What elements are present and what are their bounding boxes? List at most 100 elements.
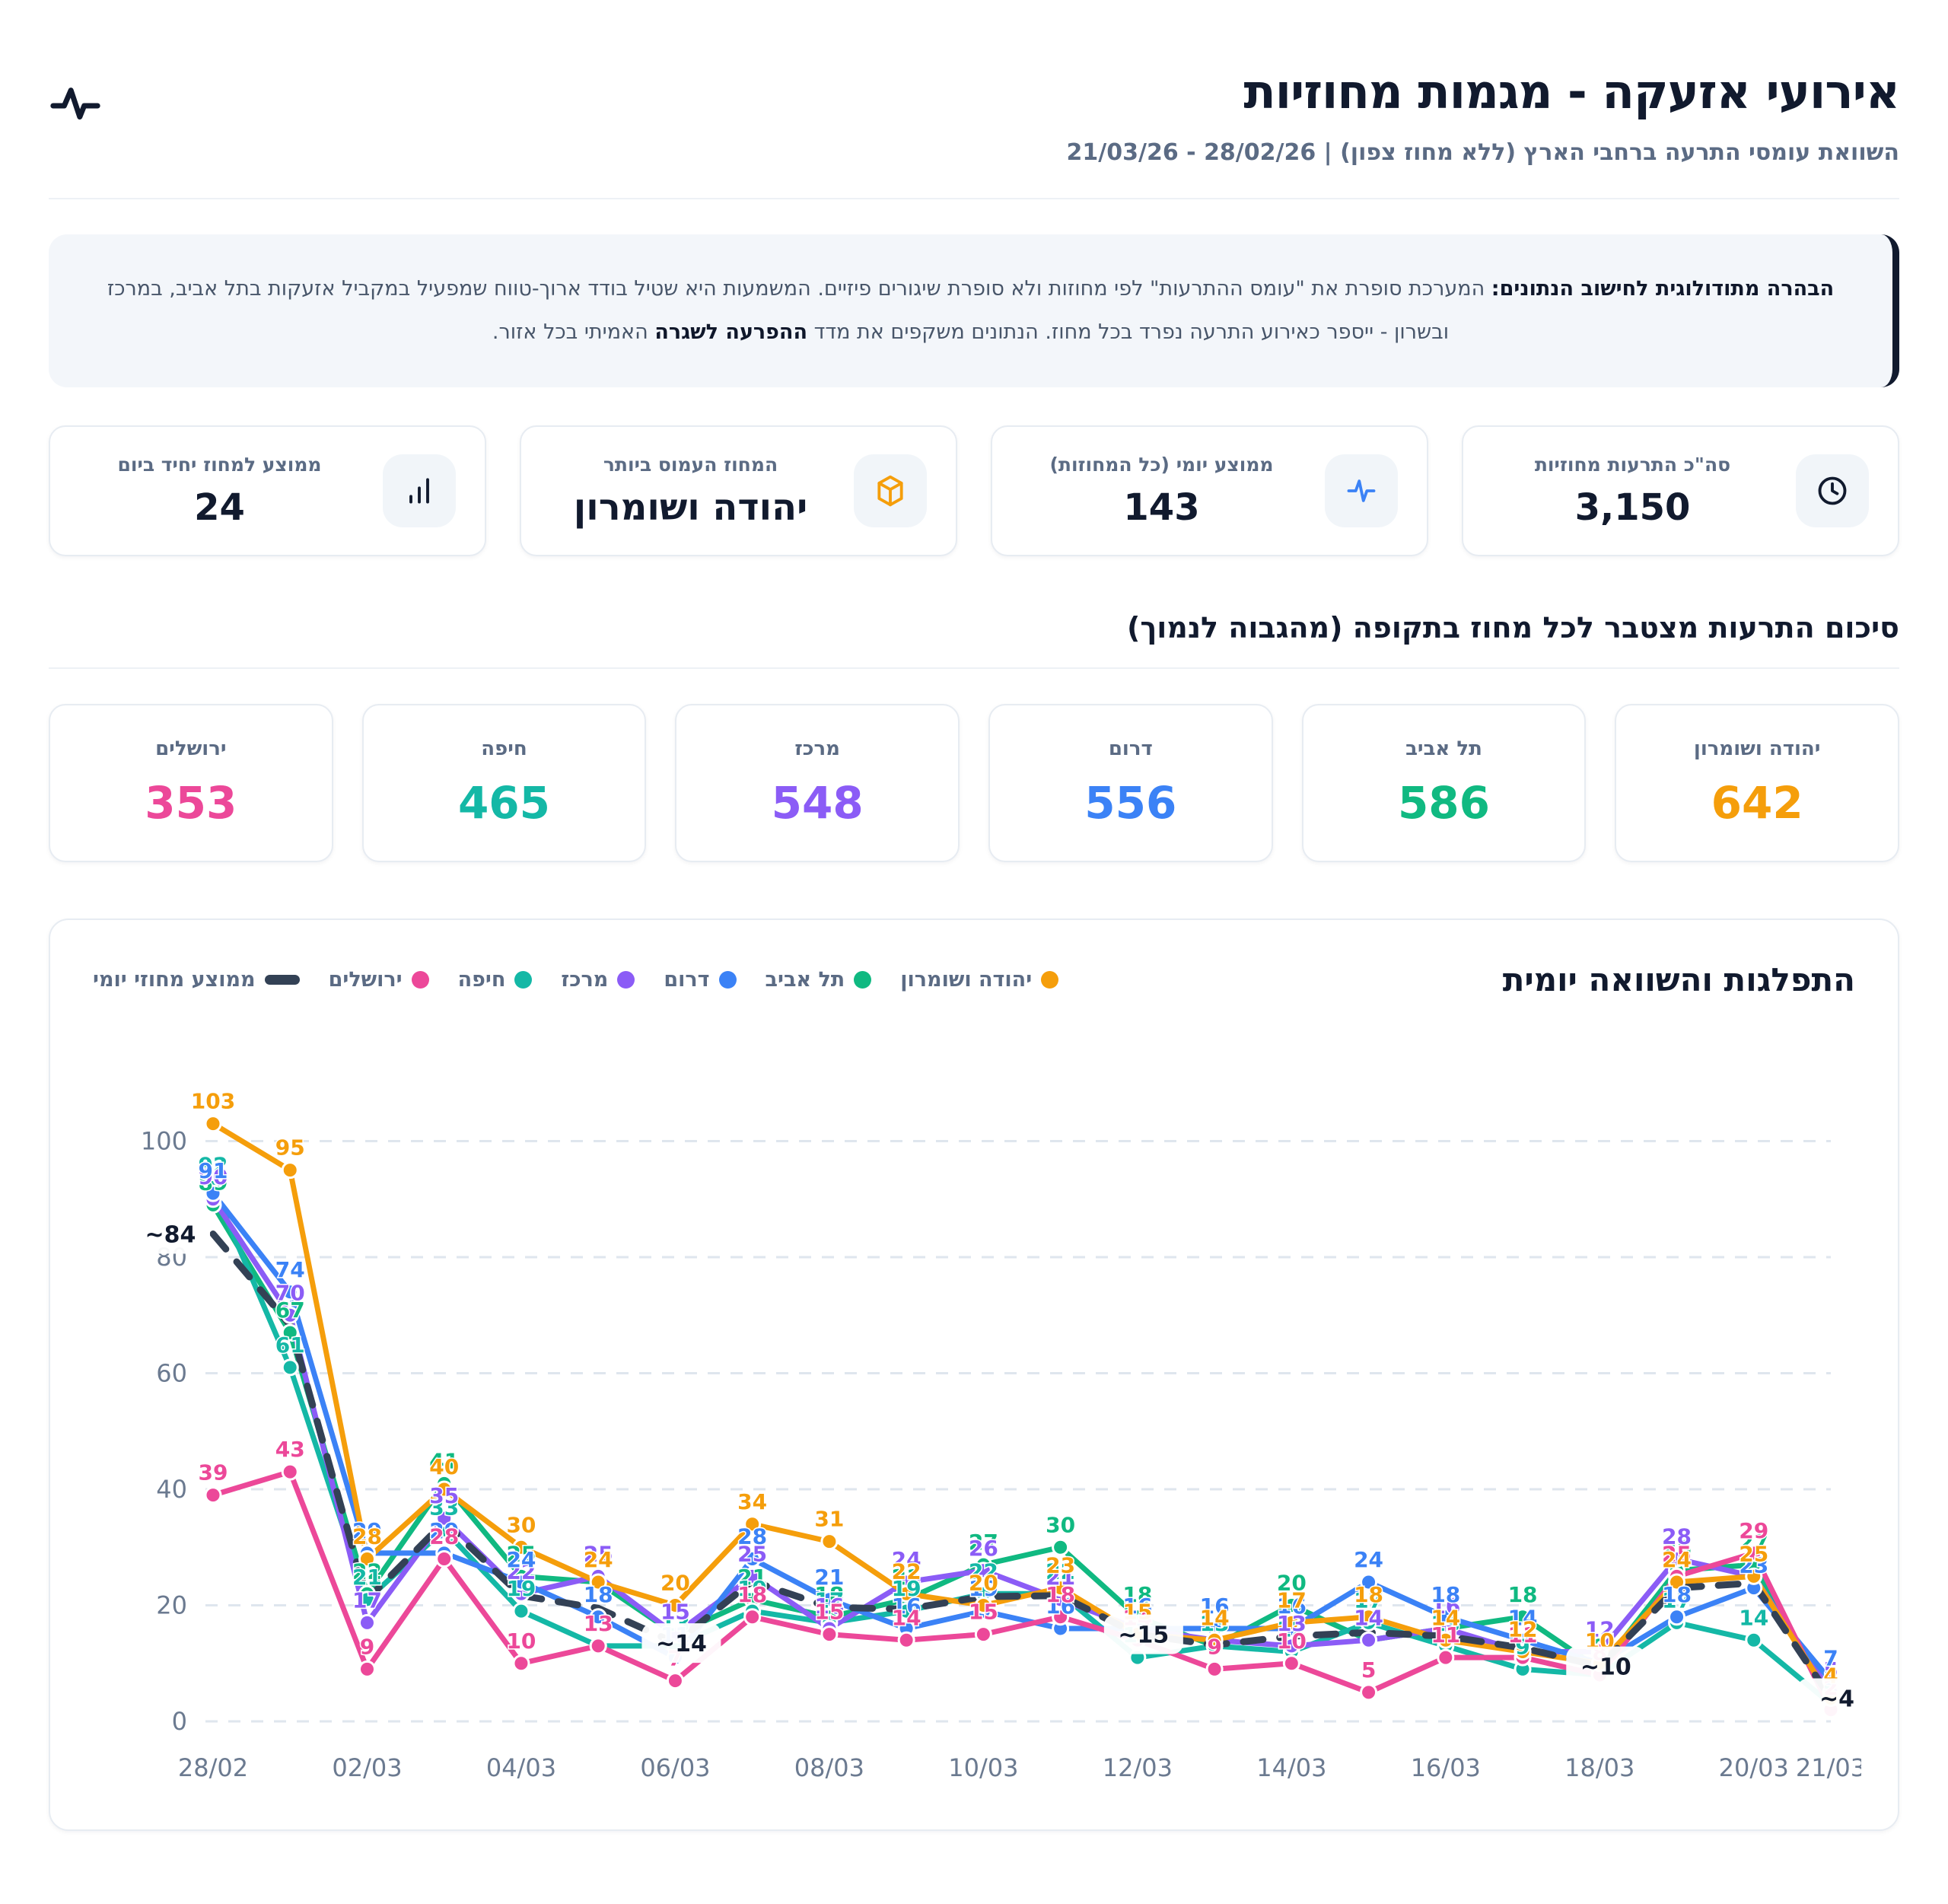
data-point-3-14[interactable] (1282, 1637, 1300, 1655)
data-point-0-3[interactable] (435, 1480, 454, 1498)
data-point-4-1[interactable] (281, 1358, 299, 1377)
data-point-0-4[interactable] (512, 1539, 530, 1557)
page-title: אירועי אזעקה - מגמות מחוזיות (1243, 64, 1900, 119)
data-point-5-14[interactable] (1282, 1654, 1300, 1673)
data-point-1-11[interactable] (1052, 1539, 1070, 1557)
data-point-0-19[interactable] (1668, 1573, 1686, 1591)
data-point-2-16[interactable] (1437, 1608, 1455, 1626)
data-point-0-0[interactable] (204, 1115, 222, 1133)
data-point-2-19[interactable] (1668, 1608, 1686, 1626)
data-point-0-10[interactable] (974, 1597, 992, 1615)
data-point-4-4[interactable] (512, 1603, 530, 1620)
legend-item-3[interactable]: מרכז (561, 968, 635, 992)
data-point-0-5[interactable] (589, 1573, 607, 1591)
data-label: 24 (892, 1547, 921, 1572)
data-point-5-9[interactable] (897, 1632, 915, 1650)
stat-value: 3,150 (1574, 486, 1691, 529)
data-point-0-16[interactable] (1437, 1632, 1455, 1650)
data-point-3-19[interactable] (1668, 1550, 1686, 1568)
data-point-5-11[interactable] (1052, 1608, 1070, 1626)
data-point-5-10[interactable] (974, 1625, 992, 1644)
data-point-0-7[interactable] (743, 1515, 762, 1533)
data-label: 34 (737, 1489, 767, 1514)
data-point-0-2[interactable] (358, 1550, 376, 1568)
legend-dot-icon (854, 971, 872, 989)
x-tick-label: 18/03 (1564, 1753, 1634, 1782)
data-point-5-1[interactable] (281, 1463, 299, 1481)
data-point-0-20[interactable] (1745, 1568, 1763, 1586)
data-label: 19 (737, 1577, 767, 1602)
chart-title: התפלגות והשוואה יומית (1502, 961, 1855, 999)
package-icon (854, 454, 927, 528)
data-point-0-8[interactable] (820, 1533, 839, 1551)
data-point-1-14[interactable] (1282, 1597, 1300, 1615)
data-point-3-10[interactable] (974, 1562, 992, 1580)
district-card-4: חיפה 465 (361, 704, 647, 863)
data-label: 21 (737, 1565, 767, 1590)
data-point-4-20[interactable] (1745, 1632, 1763, 1650)
data-point-3-7[interactable] (743, 1568, 762, 1586)
data-point-5-15[interactable] (1360, 1683, 1378, 1702)
data-point-2-0[interactable] (204, 1185, 222, 1202)
x-tick-label: 28/02 (178, 1753, 248, 1782)
stat-text: ממוצע למחוז יחיד ביום 24 (79, 454, 360, 529)
x-tick-label: 14/03 (1256, 1753, 1326, 1782)
data-point-0-14[interactable] (1282, 1614, 1300, 1632)
data-point-1-1[interactable] (281, 1324, 299, 1342)
x-tick-label: 06/03 (640, 1753, 710, 1782)
data-point-5-16[interactable] (1437, 1649, 1455, 1667)
data-point-5-6[interactable] (666, 1672, 684, 1690)
data-point-2-7[interactable] (743, 1550, 762, 1568)
summary-section-title: סיכום התרעות מצטבר לכל מחוז בתקופה (מהגב… (1126, 611, 1899, 645)
x-tick-label: 20/03 (1719, 1753, 1789, 1782)
data-point-5-2[interactable] (358, 1660, 376, 1679)
data-point-2-15[interactable] (1360, 1573, 1378, 1591)
data-point-5-5[interactable] (589, 1637, 607, 1655)
legend-label: תל אביב (765, 968, 845, 992)
data-label: 26 (969, 1536, 998, 1561)
legend-item-5[interactable]: ירושלים (329, 968, 429, 992)
data-label: 5 (1823, 1657, 1838, 1683)
data-point-0-1[interactable] (281, 1161, 299, 1180)
legend-item-4[interactable]: חיפה (458, 968, 533, 992)
data-point-5-4[interactable] (512, 1654, 530, 1673)
data-point-5-20[interactable] (1745, 1544, 1763, 1562)
data-point-2-8[interactable] (820, 1590, 839, 1609)
series-line-1 (210, 1202, 1834, 1707)
data-point-0-11[interactable] (1052, 1579, 1070, 1597)
data-point-0-15[interactable] (1360, 1608, 1378, 1626)
data-point-3-15[interactable] (1360, 1632, 1378, 1650)
data-point-5-13[interactable] (1205, 1660, 1224, 1679)
data-point-4-2[interactable] (358, 1590, 376, 1609)
legend-label: יהודה ושומרון (900, 968, 1033, 992)
data-point-5-7[interactable] (743, 1608, 762, 1626)
district-card-3: מרכז 548 (675, 704, 960, 863)
legend-item-1[interactable]: תל אביב (766, 968, 872, 992)
data-point-4-9[interactable] (897, 1603, 915, 1620)
legend-item-0[interactable]: יהודה ושומרון (900, 968, 1059, 992)
data-label: 95 (275, 1135, 305, 1161)
data-point-3-3[interactable] (435, 1510, 454, 1527)
data-label: 17 (1354, 1588, 1383, 1613)
data-point-2-5[interactable] (589, 1608, 607, 1626)
data-point-5-8[interactable] (820, 1625, 839, 1644)
data-point-5-3[interactable] (435, 1550, 454, 1568)
data-label: 16 (892, 1594, 921, 1619)
legend-item-2[interactable]: דרום (664, 968, 737, 992)
legend-item-average[interactable]: ממוצע מחוזי יומי (93, 968, 300, 992)
data-point-0-17[interactable] (1514, 1643, 1532, 1661)
data-point-5-0[interactable] (204, 1486, 222, 1504)
data-point-0-6[interactable] (666, 1597, 684, 1615)
data-point-2-4[interactable] (512, 1573, 530, 1591)
data-label: 13 (1200, 1611, 1230, 1636)
data-point-2-1[interactable] (281, 1283, 299, 1301)
data-point-0-9[interactable] (897, 1585, 915, 1603)
data-point-1-17[interactable] (1514, 1608, 1532, 1626)
data-label: 13 (584, 1611, 613, 1636)
stat-text: סה"כ התרעות מחוזיות 3,150 (1492, 454, 1773, 529)
data-label: 12 (1277, 1617, 1307, 1642)
data-point-3-2[interactable] (358, 1614, 376, 1632)
data-point-0-13[interactable] (1205, 1632, 1224, 1650)
data-point-3-1[interactable] (281, 1307, 299, 1325)
